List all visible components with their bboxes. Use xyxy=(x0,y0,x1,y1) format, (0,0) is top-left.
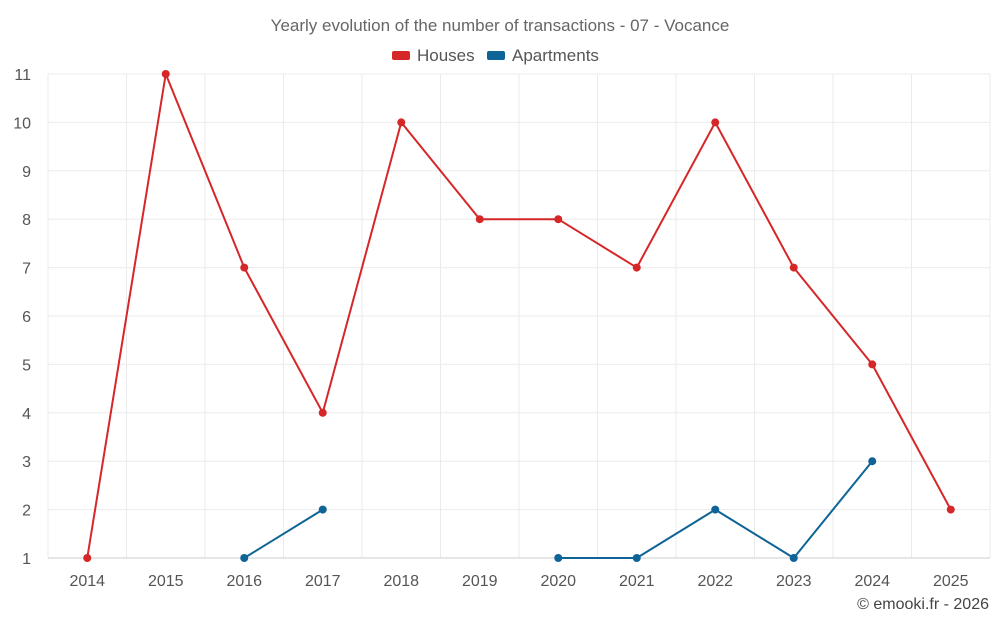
data-point-houses-2023[interactable] xyxy=(789,263,798,272)
x-tick-label: 2017 xyxy=(305,573,341,590)
series-line-houses xyxy=(86,73,952,559)
x-tick-label: 2014 xyxy=(69,573,105,590)
x-axis: 2014 2015 2016 2017 2018 2019 2020 2021 2022 2023… xyxy=(69,573,968,590)
y-tick-label: 5 xyxy=(22,357,31,374)
data-point-houses-2024[interactable] xyxy=(868,360,877,369)
legend-label-apartments: Apartments xyxy=(512,46,599,65)
data-point-houses-2025[interactable] xyxy=(946,505,955,514)
grid xyxy=(47,73,991,559)
data-point-apartments-2021[interactable] xyxy=(632,554,641,562)
y-tick-label: 1 xyxy=(22,551,31,568)
legend-swatch-houses xyxy=(392,51,410,60)
y-tick-label: 4 xyxy=(22,406,31,423)
series-layer xyxy=(83,70,955,562)
series-line-apartments xyxy=(243,508,324,559)
x-tick-label: 2018 xyxy=(383,573,419,590)
y-tick-label: 7 xyxy=(22,261,31,278)
x-tick-label: 2024 xyxy=(854,573,890,590)
y-tick-label: 9 xyxy=(22,164,31,181)
series-apartments xyxy=(240,457,877,562)
x-tick-label: 2019 xyxy=(462,573,498,590)
y-tick-label: 2 xyxy=(22,503,31,520)
credit-text: © emooki.fr - 2026 xyxy=(857,596,989,613)
y-tick-label: 11 xyxy=(14,67,31,84)
y-axis: 1 2 3 4 5 6 7 8 9 10 11 xyxy=(13,67,31,568)
data-point-houses-2020[interactable] xyxy=(554,215,563,224)
data-point-apartments-2017[interactable] xyxy=(318,505,327,514)
data-point-apartments-2016[interactable] xyxy=(240,554,249,562)
data-point-houses-2021[interactable] xyxy=(632,263,641,272)
chart-title: Yearly evolution of the number of transa… xyxy=(271,16,730,35)
data-point-houses-2014[interactable] xyxy=(83,554,92,562)
y-tick-label: 6 xyxy=(22,309,31,326)
data-point-apartments-2023[interactable] xyxy=(789,554,798,562)
x-tick-label: 2020 xyxy=(540,573,576,590)
x-tick-label: 2022 xyxy=(697,573,733,590)
legend: Houses Apartments xyxy=(392,46,599,65)
data-point-houses-2022[interactable] xyxy=(711,118,720,127)
y-tick-label: 10 xyxy=(13,115,31,132)
series-houses xyxy=(83,70,955,562)
data-point-apartments-2020[interactable] xyxy=(554,554,563,562)
x-tick-label: 2025 xyxy=(933,573,969,590)
data-point-houses-2017[interactable] xyxy=(318,408,327,417)
legend-swatch-apartments xyxy=(487,51,505,60)
x-tick-label: 2015 xyxy=(148,573,184,590)
x-tick-label: 2023 xyxy=(776,573,812,590)
data-point-houses-2015[interactable] xyxy=(161,70,170,78)
legend-label-houses: Houses xyxy=(417,46,475,65)
data-point-apartments-2022[interactable] xyxy=(711,505,720,514)
data-point-houses-2019[interactable] xyxy=(475,215,484,224)
data-point-houses-2018[interactable] xyxy=(397,118,406,127)
data-point-houses-2016[interactable] xyxy=(240,263,249,272)
x-tick-label: 2016 xyxy=(226,573,262,590)
data-point-apartments-2024[interactable] xyxy=(868,457,877,466)
x-tick-label: 2021 xyxy=(619,573,655,590)
y-tick-label: 8 xyxy=(22,212,31,229)
y-tick-label: 3 xyxy=(22,454,31,471)
